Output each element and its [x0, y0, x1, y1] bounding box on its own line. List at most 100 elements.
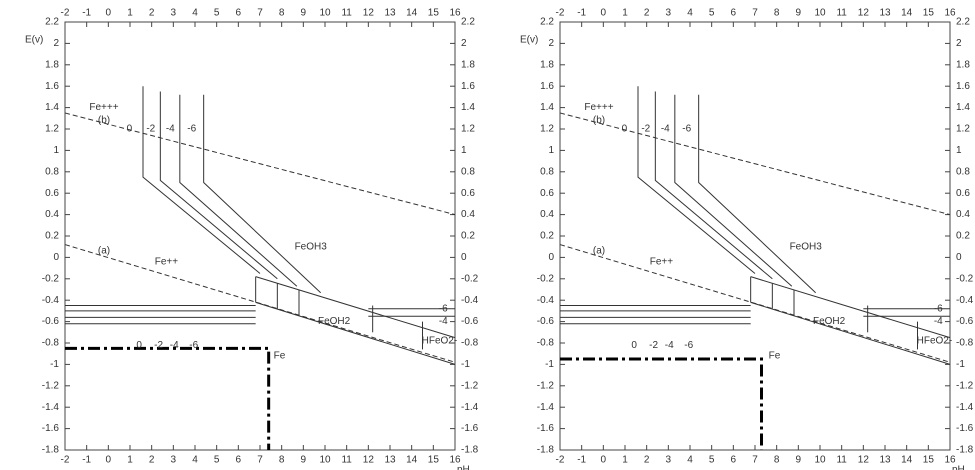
- x-tick-label: 3: [666, 455, 672, 466]
- x-tick-label: 2: [644, 455, 650, 466]
- region-label: -6: [187, 124, 196, 135]
- region-label: -6: [684, 340, 693, 351]
- y-tick-label-right: 1.4: [461, 102, 475, 113]
- x-tick-label-top: 14: [901, 8, 913, 19]
- y-tick-label-right: 0: [461, 252, 467, 263]
- y-tick-label-right: -0.2: [461, 273, 479, 284]
- region-label: -4: [166, 124, 175, 135]
- x-tick-label: 5: [709, 455, 715, 466]
- x-tick-label: 14: [901, 455, 913, 466]
- y-tick-label-right: 0.2: [461, 231, 475, 242]
- y-tick-label: 1.4: [540, 102, 554, 113]
- region-label: -2: [641, 124, 650, 135]
- region-label: -2: [154, 340, 163, 351]
- y-tick-label-right: 0.2: [956, 231, 970, 242]
- x-tick-label-top: -1: [577, 8, 586, 19]
- y-tick-label: 0: [53, 252, 59, 263]
- y-tick-label: 0.6: [45, 188, 59, 199]
- y-tick-label: 2: [53, 38, 59, 49]
- y-tick-label-right: 1: [461, 145, 467, 156]
- x-tick-label: 0: [601, 455, 607, 466]
- y-tick-label: -0.8: [42, 338, 60, 349]
- region-label: 0: [631, 340, 637, 351]
- x-tick-label: 1: [622, 455, 628, 466]
- x-tick-label: -2: [61, 455, 70, 466]
- y-tick-label-right: 1.8: [461, 59, 475, 70]
- x-tick-label-top: 10: [319, 8, 331, 19]
- x-tick-label: -1: [577, 455, 586, 466]
- region-label: -4: [665, 340, 674, 351]
- y-tick-label: 1.2: [540, 124, 554, 135]
- y-tick-label: -0.4: [537, 295, 555, 306]
- x-tick-label-top: 12: [858, 8, 870, 19]
- y-tick-label: 1.4: [45, 102, 59, 113]
- region-label: Fe: [274, 350, 286, 361]
- y-tick-label: -1.6: [42, 423, 60, 434]
- region-label: FeOH3: [790, 241, 823, 252]
- x-tick-label-top: 9: [301, 8, 307, 19]
- x-tick-label-top: 6: [731, 8, 737, 19]
- y-tick-label-right: 2.2: [461, 17, 475, 28]
- y-tick-label: 1: [53, 145, 59, 156]
- boundary-line: [65, 348, 269, 450]
- y-tick-label-right: 0.6: [956, 188, 970, 199]
- y-tick-label: 0.8: [45, 166, 59, 177]
- x-tick-label-top: 7: [257, 8, 263, 19]
- y-tick-label: -1: [545, 359, 554, 370]
- y-tick-label: 0.4: [540, 209, 554, 220]
- y-tick-label-right: 0.6: [461, 188, 475, 199]
- y-tick-label: -0.6: [537, 316, 555, 327]
- y-axis-label: E(v): [520, 35, 538, 46]
- x-tick-label-top: 15: [428, 8, 440, 19]
- x-axis-label: pH: [457, 465, 470, 470]
- x-tick-label: 8: [774, 455, 780, 466]
- y-tick-label: 0.4: [45, 209, 59, 220]
- x-tick-label-top: 8: [279, 8, 285, 19]
- x-tick-label-top: -1: [82, 8, 91, 19]
- y-tick-label-right: -1.8: [461, 445, 479, 456]
- x-tick-label: 13: [384, 455, 396, 466]
- x-tick-label-top: 9: [796, 8, 802, 19]
- y-tick-label-right: 0.8: [461, 166, 475, 177]
- boundary-line: [256, 302, 455, 364]
- y-tick-label: 1.6: [45, 81, 59, 92]
- y-tick-label-right: -1.2: [461, 380, 479, 391]
- region-label: FeOH2: [813, 316, 846, 327]
- y-tick-label-right: 0: [956, 252, 962, 263]
- boundary-line: [180, 95, 297, 287]
- region-label: (a): [98, 246, 110, 257]
- y-tick-label-right: 1: [956, 145, 962, 156]
- region-label: Fe++: [650, 256, 674, 267]
- y-tick-label-right: -1.2: [956, 380, 974, 391]
- region-label: -6: [682, 124, 691, 135]
- x-tick-label-top: 2: [149, 8, 155, 19]
- x-tick-label: 6: [236, 455, 242, 466]
- y-tick-label-right: -0.4: [461, 295, 479, 306]
- x-tick-label-top: 3: [171, 8, 177, 19]
- region-label: FeOH3: [295, 241, 328, 252]
- x-tick-label-top: 13: [879, 8, 891, 19]
- x-tick-label-top: 8: [774, 8, 780, 19]
- y-tick-label: -1.8: [537, 445, 555, 456]
- x-tick-label-top: 16: [944, 8, 956, 19]
- y-tick-label: 2: [548, 38, 554, 49]
- region-label: -4: [934, 316, 943, 327]
- y-tick-label: -1.4: [537, 402, 555, 413]
- boundary-line: [560, 359, 762, 450]
- y-tick-label-right: -1.6: [956, 423, 974, 434]
- y-tick-label: -0.8: [537, 338, 555, 349]
- y-tick-label: -1.2: [42, 380, 60, 391]
- y-tick-label: -0.6: [42, 316, 60, 327]
- boundary-line: [751, 277, 950, 338]
- x-tick-label-top: 1: [622, 8, 628, 19]
- boundary-line: [204, 95, 321, 293]
- region-label: 0: [136, 340, 142, 351]
- y-tick-label-right: -0.6: [956, 316, 974, 327]
- chart: -2-2-1-100112233445566778899101011111212…: [520, 8, 974, 470]
- x-tick-label: 14: [406, 455, 418, 466]
- x-tick-label: 7: [752, 455, 758, 466]
- y-tick-label: -0.2: [537, 273, 555, 284]
- y-tick-label: -1: [50, 359, 59, 370]
- region-label: FeOH2: [318, 316, 351, 327]
- y-tick-label-right: -1.4: [461, 402, 479, 413]
